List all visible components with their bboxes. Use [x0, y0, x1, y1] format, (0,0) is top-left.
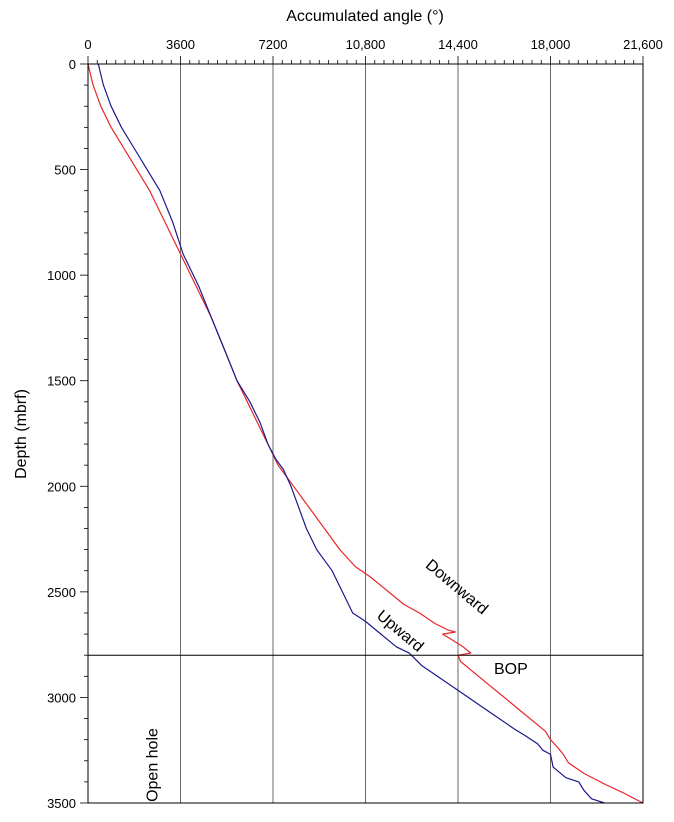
y-tick-label: 3000	[47, 690, 76, 705]
x-tick-label: 21,600	[623, 37, 663, 52]
tick-layer: 0 3600 7200 10,800 14,400 18,000 21,600 0 500 100…	[47, 37, 663, 811]
series-line-downward	[87, 63, 644, 804]
y-tick-label: 3500	[47, 796, 76, 811]
x-axis-title: Accumulated angle (°)	[286, 8, 444, 25]
annotation-downward: Downward	[422, 557, 491, 619]
x-tick-label: 18,000	[531, 37, 571, 52]
y-tick-label: 2500	[47, 585, 76, 600]
series-layer	[87, 63, 644, 804]
y-axis-title: Depth (mbrf)	[13, 389, 30, 479]
y-tick-label: 0	[69, 57, 76, 72]
y-tick-label: 2000	[47, 479, 76, 494]
series-line-upward	[97, 63, 605, 804]
x-tick-label: 14,400	[438, 37, 478, 52]
y-tick-label: 1000	[47, 268, 76, 283]
annotation-open-hole: Open hole	[144, 728, 161, 802]
y-tick-label: 500	[54, 163, 76, 178]
grid-layer	[180, 64, 551, 803]
x-tick-label: 7200	[259, 37, 288, 52]
x-tick-label: 0	[84, 37, 91, 52]
x-tick-label: 3600	[166, 37, 195, 52]
y-tick-label: 1500	[47, 374, 76, 389]
x-tick-label: 10,800	[346, 37, 386, 52]
annotation-bop: BOP	[494, 661, 528, 678]
